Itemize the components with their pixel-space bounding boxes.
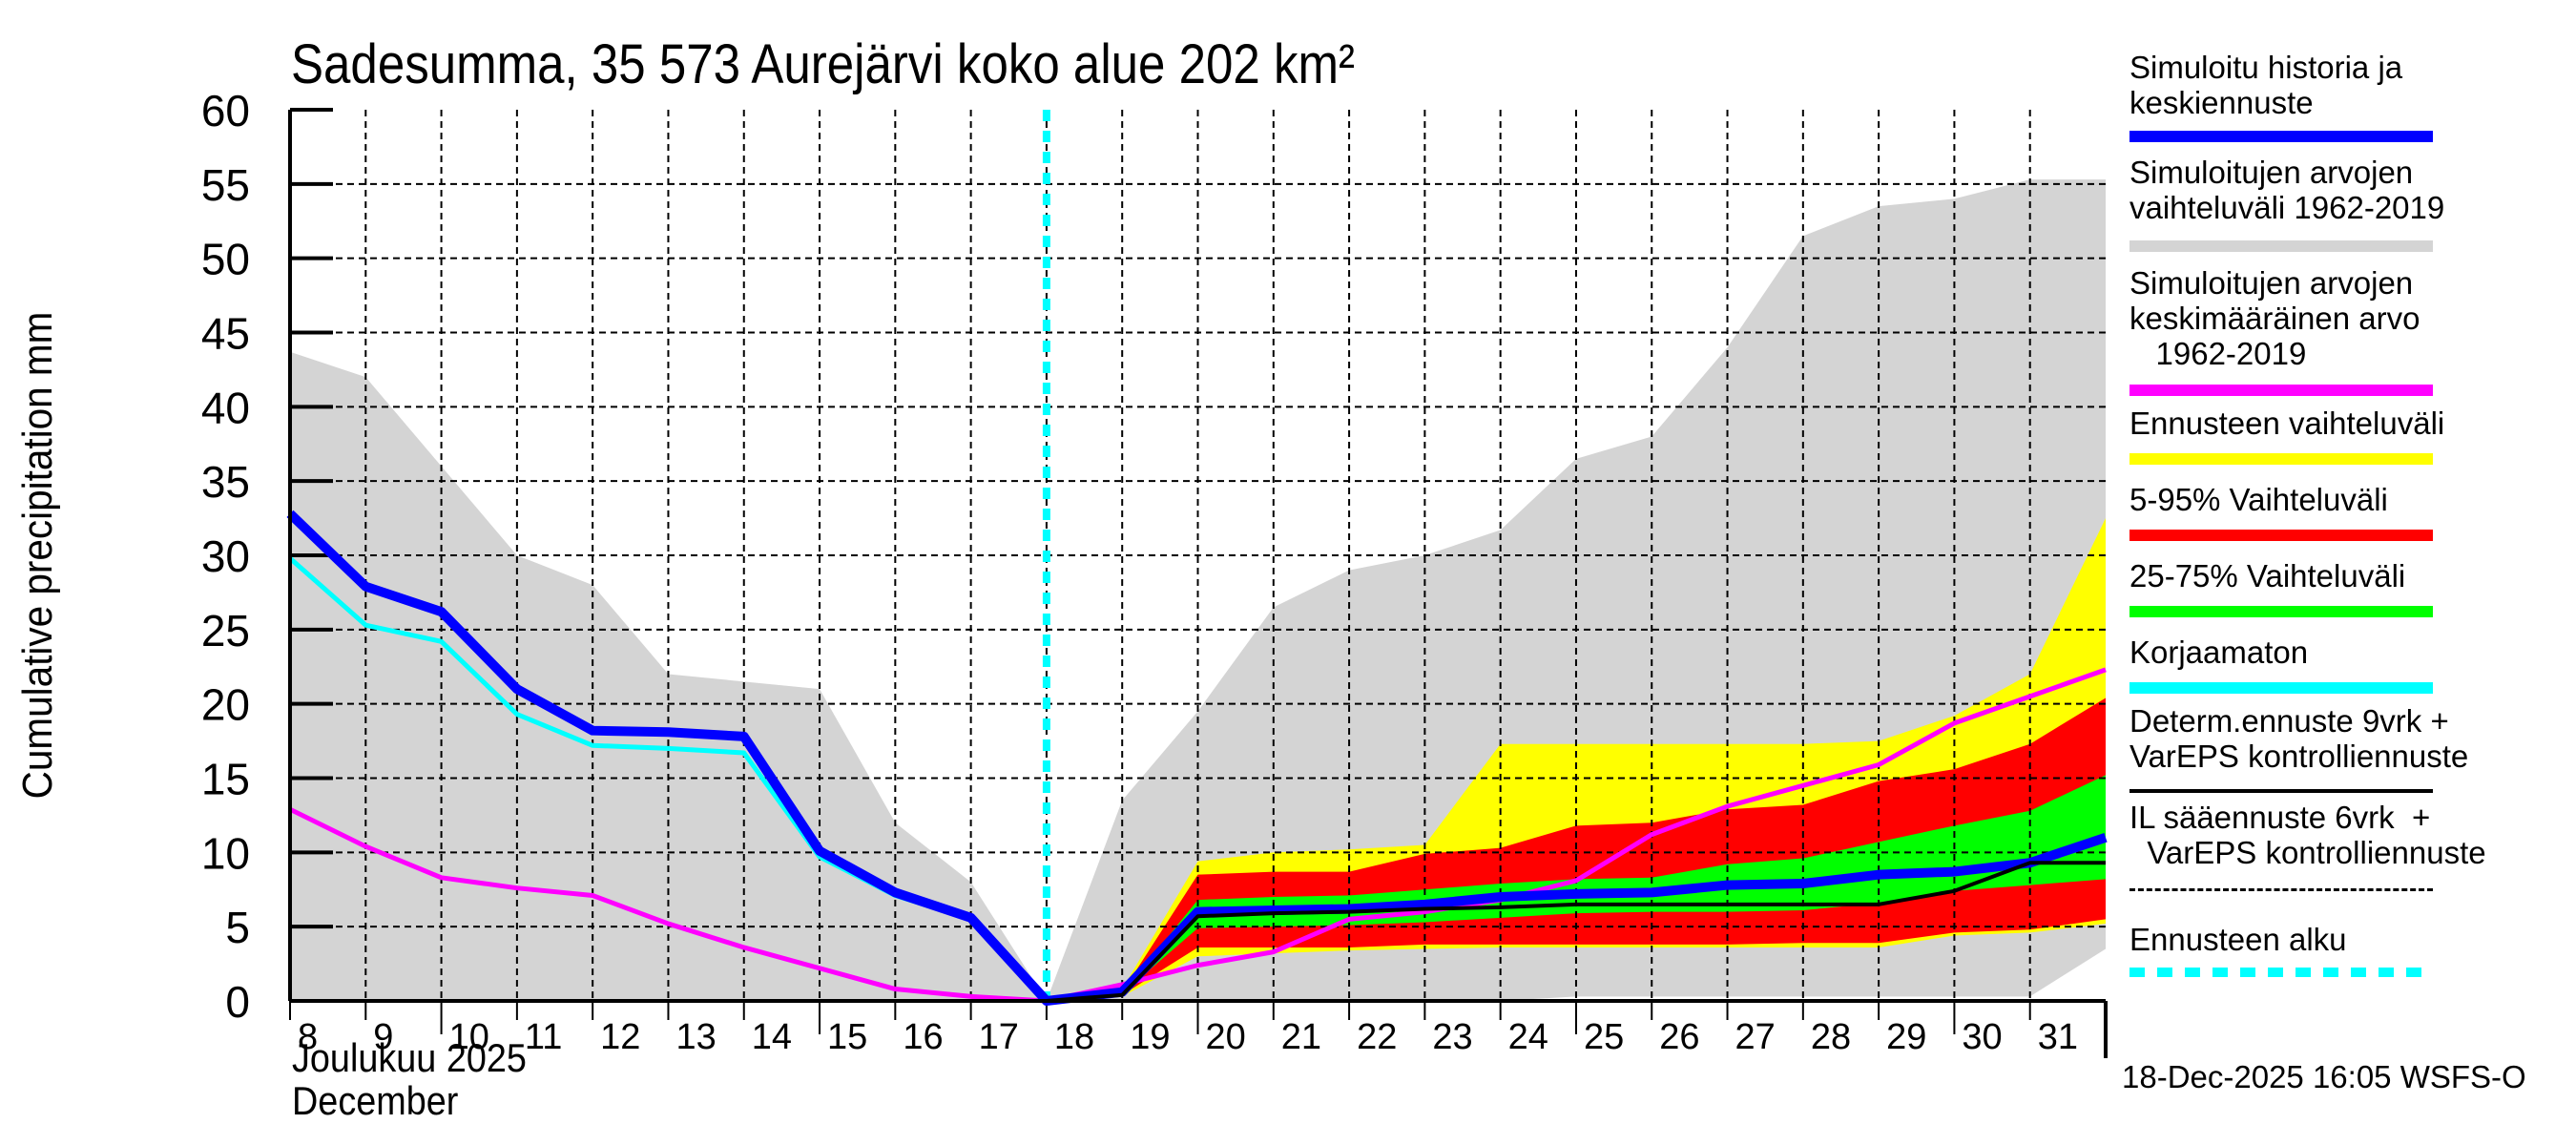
y-tick-label: 10 xyxy=(201,828,250,878)
x-tick-label: 15 xyxy=(827,1017,867,1057)
legend-label: Korjaamaton xyxy=(2129,635,2309,670)
y-tick-label: 60 xyxy=(201,86,250,135)
x-tick-label: 27 xyxy=(1735,1017,1776,1057)
y-tick-label: 5 xyxy=(225,903,250,952)
x-tick-label: 20 xyxy=(1206,1017,1246,1057)
legend-swatch xyxy=(2129,530,2433,541)
y-tick-label: 55 xyxy=(201,160,250,210)
legend-label: Determ.ennuste 9vrk + VarEPS kontrollien… xyxy=(2129,703,2469,774)
y-tick-label: 45 xyxy=(201,309,250,359)
x-tick-label: 21 xyxy=(1281,1017,1321,1057)
legend-swatch xyxy=(2129,682,2433,694)
y-tick-label: 25 xyxy=(201,606,250,656)
timestamp-footer: 18-Dec-2025 16:05 WSFS-O xyxy=(2122,1059,2526,1094)
legend-swatch xyxy=(2129,888,2433,891)
legend-label: Simuloitujen arvojen vaihteluväli 1962-2… xyxy=(2129,155,2445,225)
band-25-75-vaihteluv-li xyxy=(1046,775,2106,1001)
x-axis-month-en: December xyxy=(292,1078,459,1123)
chart-title: Sadesumma, 35 573 Aurejärvi koko alue 20… xyxy=(291,33,1355,95)
y-tick-label: 35 xyxy=(201,457,250,507)
x-tick-label: 23 xyxy=(1432,1017,1472,1057)
y-tick-label: 40 xyxy=(201,383,250,432)
legend-label: IL sääennuste 6vrk + VarEPS kontrollienn… xyxy=(2129,800,2486,870)
legend-swatch xyxy=(2129,131,2433,142)
x-tick-label: 28 xyxy=(1811,1017,1851,1057)
legend-swatch xyxy=(2129,453,2433,465)
legend-label: Ennusteen alku xyxy=(2129,922,2347,957)
x-tick-label: 25 xyxy=(1584,1017,1624,1057)
y-tick-label: 20 xyxy=(201,680,250,730)
legend-label: Simuloitu historia ja keskiennuste xyxy=(2129,50,2403,120)
x-tick-label: 16 xyxy=(903,1017,943,1057)
y-tick-label: 50 xyxy=(201,235,250,284)
legend-swatch xyxy=(2129,968,2433,977)
line-determ-ennuste-9vrk-vareps-kontrolliennuste xyxy=(1046,861,2106,1003)
x-tick-label: 14 xyxy=(752,1017,792,1057)
x-tick-label: 24 xyxy=(1508,1017,1548,1057)
x-tick-label: 22 xyxy=(1357,1017,1397,1057)
legend-swatch xyxy=(2129,240,2433,252)
legend-label: 25-75% Vaihteluväli xyxy=(2129,558,2406,593)
legend-swatch xyxy=(2129,385,2433,396)
x-tick-label: 26 xyxy=(1659,1017,1699,1057)
x-tick-label: 31 xyxy=(2038,1017,2078,1057)
legend-swatch xyxy=(2129,789,2433,793)
x-tick-label: 29 xyxy=(1886,1017,1926,1057)
x-tick-label: 17 xyxy=(979,1017,1019,1057)
x-tick-label: 8 xyxy=(298,1017,318,1057)
legend-label: Simuloitujen arvojen keskimääräinen arvo… xyxy=(2129,265,2420,371)
x-tick-label: 18 xyxy=(1054,1017,1094,1057)
y-tick-label: 0 xyxy=(225,977,250,1027)
line-simuloitujen-arvojen-keskim-r-inen-arvo-1962-2019 xyxy=(288,667,2107,1004)
x-tick-label: 19 xyxy=(1130,1017,1170,1057)
legend-label: 5-95% Vaihteluväli xyxy=(2129,482,2388,517)
y-tick-label: 30 xyxy=(201,531,250,581)
x-tick-label: 30 xyxy=(1962,1017,2002,1057)
y-tick-label: 15 xyxy=(201,755,250,804)
legend-label: Ennusteen vaihteluväli xyxy=(2129,406,2445,441)
x-tick-label: 13 xyxy=(675,1017,716,1057)
x-axis-month-fi: Joulukuu 2025 xyxy=(292,1035,527,1080)
line-simuloitu-historia-ja-keskiennuste xyxy=(286,510,2108,1006)
x-tick-label: 11 xyxy=(525,1017,562,1057)
x-tick-label: 12 xyxy=(600,1017,640,1057)
legend-swatch xyxy=(2129,606,2433,617)
x-tick-label: 9 xyxy=(373,1017,393,1057)
x-tick-label: 10 xyxy=(449,1017,489,1057)
